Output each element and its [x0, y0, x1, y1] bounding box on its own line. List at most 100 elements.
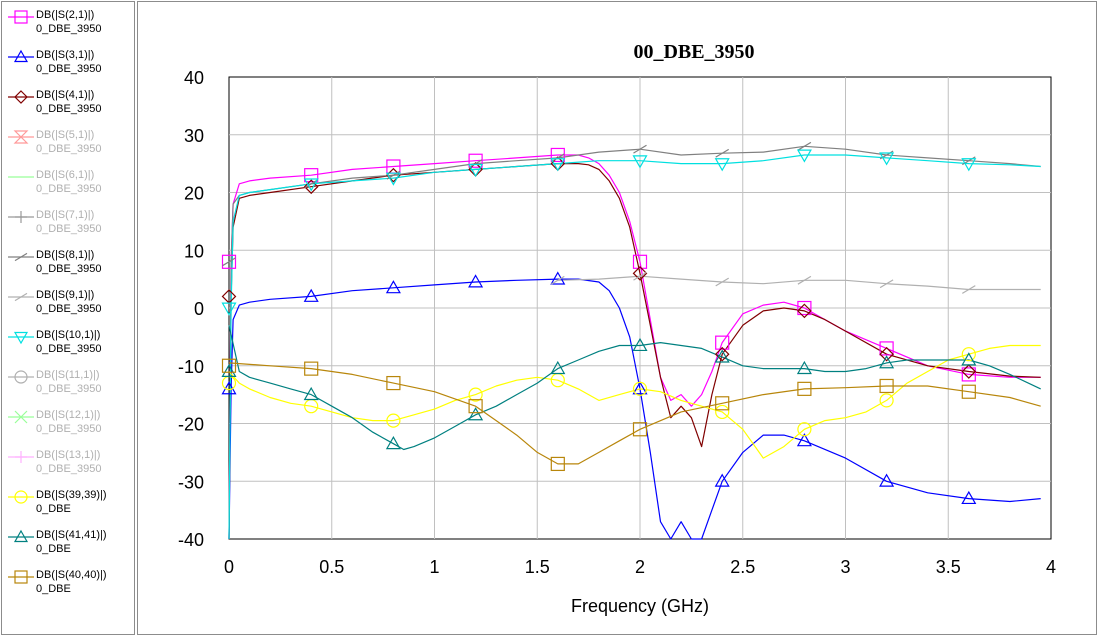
series-marker	[797, 300, 812, 316]
y-tick-label: 10	[184, 241, 204, 261]
series-marker	[796, 149, 812, 163]
series-marker	[550, 271, 566, 285]
series-marker	[715, 335, 730, 350]
series-marker	[715, 396, 730, 411]
series-marker	[304, 361, 319, 376]
legend-swatch	[8, 410, 34, 424]
legend-entry[interactable]: DB(|S(11,1)|) 0_DBE_3950	[2, 362, 134, 402]
series-marker	[632, 266, 648, 281]
series-marker	[468, 274, 484, 288]
series-marker	[221, 358, 237, 373]
series-layer	[228, 145, 1041, 540]
legend-entry[interactable]: DB(|S(5,1)|) 0_DBE_3950	[2, 122, 134, 162]
series-marker	[715, 404, 730, 420]
series-marker	[961, 352, 977, 366]
series-line	[228, 163, 1041, 540]
tick-layer: 0 0.5 1 1.5 2 2.5 3 3.5 4 40 30 20 10 0 -10 -20 -30 -40	[178, 68, 1056, 577]
y-tick-label: -40	[178, 530, 204, 550]
legend-swatch	[8, 252, 34, 262]
legend-series-source: 0_DBE_3950	[36, 303, 102, 315]
series-marker	[797, 303, 812, 319]
legend-entry[interactable]: DB(|S(6,1)|) 0_DBE_3950	[2, 162, 134, 202]
series-marker	[550, 147, 565, 163]
legend-swatch	[8, 331, 34, 345]
legend-series-name: DB(|S(40,40)|)	[36, 569, 107, 581]
series-marker	[550, 153, 565, 163]
series-marker	[468, 407, 484, 421]
legend-series-name: DB(|S(8,1)|)	[36, 249, 95, 261]
series-marker	[468, 153, 483, 168]
series-marker	[797, 422, 812, 437]
legend-series-name: DB(|S(41,41)|)	[36, 529, 107, 541]
x-tick-label: 1	[429, 557, 439, 577]
legend-entry[interactable]: DB(|S(41,41)|) 0_DBE	[2, 522, 134, 562]
series-marker	[385, 280, 401, 294]
x-tick-label: 3.5	[936, 557, 961, 577]
legend-series-source: 0_DBE_3950	[36, 383, 102, 395]
legend-entry[interactable]: DB(|S(7,1)|) 0_DBE_3950	[2, 202, 134, 242]
series-marker	[961, 158, 977, 172]
legend-series-source: 0_DBE_3950	[36, 63, 102, 75]
series-marker	[304, 179, 319, 189]
legend-swatch	[8, 570, 34, 584]
series-line	[228, 145, 1041, 540]
y-tick-label: -10	[178, 357, 204, 377]
legend-series-name: DB(|S(4,1)|)	[36, 89, 95, 101]
legend-series-name: DB(|S(9,1)|)	[36, 289, 95, 301]
series-marker	[879, 279, 894, 289]
series-marker	[796, 360, 812, 375]
y-tick-label: 20	[184, 184, 204, 204]
legend-entry[interactable]: DB(|S(10,1)|) 0_DBE_3950	[2, 322, 134, 362]
series-marker	[632, 422, 648, 437]
series-marker	[386, 413, 401, 428]
legend-series-name: DB(|S(39,39)|)	[36, 489, 107, 501]
x-tick-label: 0.5	[319, 557, 344, 577]
series-marker	[222, 257, 236, 267]
legend-entry[interactable]: DB(|S(4,1)|) 0_DBE_3950	[2, 82, 134, 122]
series-marker	[385, 436, 401, 450]
series-marker	[13, 529, 29, 543]
legend-entry[interactable]: DB(|S(8,1)|) 0_DBE_3950	[2, 242, 134, 282]
series-marker	[961, 490, 977, 505]
series-marker	[879, 355, 895, 369]
series-marker	[879, 152, 895, 166]
legend-series-name: DB(|S(7,1)|)	[36, 209, 95, 221]
legend-entry[interactable]: DB(|S(13,1)|) 0_DBE_3950	[2, 442, 134, 482]
series-line	[228, 278, 1041, 540]
legend-entry[interactable]: DB(|S(3,1)|) 0_DBE_3950	[2, 42, 134, 82]
legend-entry[interactable]: DB(|S(12,1)|) 0_DBE_3950	[2, 402, 134, 442]
x-tick-label: 0	[224, 557, 234, 577]
series-marker	[715, 277, 730, 287]
legend-swatch	[8, 49, 34, 63]
series-marker	[879, 378, 894, 394]
legend-series-source: 0_DBE_3950	[36, 223, 102, 235]
series-marker	[221, 363, 237, 377]
series-marker	[386, 375, 401, 391]
series-marker	[14, 90, 28, 104]
legend-series-source: 0_DBE_3950	[36, 103, 102, 115]
series-marker	[15, 451, 27, 463]
legend-swatch	[8, 90, 34, 104]
series-marker	[550, 275, 565, 285]
series-marker	[715, 148, 730, 158]
series-marker	[14, 292, 28, 302]
x-tick-label: 2	[635, 557, 645, 577]
legend-entry[interactable]: DB(|S(2,1)|) 0_DBE_3950	[2, 2, 134, 42]
legend-swatch	[8, 292, 34, 302]
legend-entry[interactable]: DB(|S(40,40)|) 0_DBE	[2, 562, 134, 602]
legend-series-source: 0_DBE	[36, 543, 71, 555]
series-marker	[714, 473, 730, 487]
legend-entry[interactable]: DB(|S(9,1)|) 0_DBE_3950	[2, 282, 134, 322]
series-marker	[797, 275, 812, 285]
legend-entry[interactable]: DB(|S(39,39)|) 0_DBE	[2, 482, 134, 522]
chart-canvas: 00_DBE_3950 0 0.5 1 1.5 2 2.5 3 3.5 4 40 30 20 10 0 -1…	[178, 41, 1056, 616]
series-marker	[303, 288, 319, 302]
legend-series-source: 0_DBE_3950	[36, 263, 102, 275]
series-marker	[468, 399, 483, 414]
legend-swatch	[8, 529, 34, 543]
series-marker	[633, 271, 647, 281]
legend-series-name: DB(|S(2,1)|)	[36, 9, 95, 21]
x-tick-label: 1.5	[525, 557, 550, 577]
series-marker	[632, 254, 648, 269]
series-marker	[879, 393, 894, 408]
